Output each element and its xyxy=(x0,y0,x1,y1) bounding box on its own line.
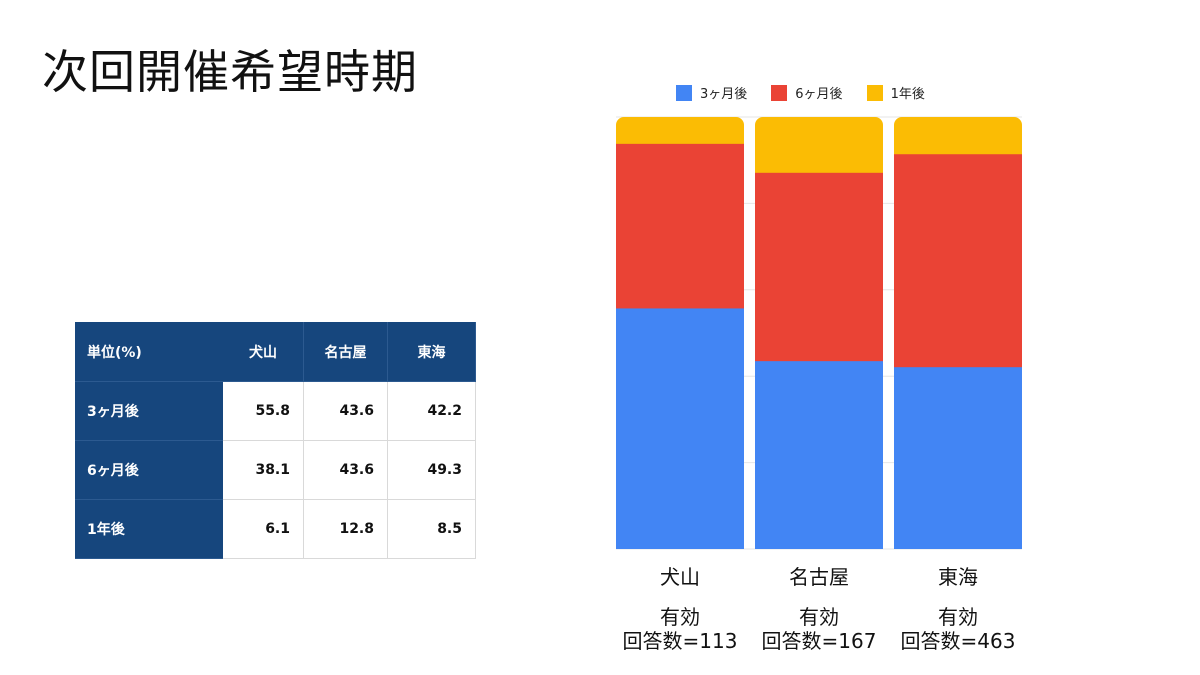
legend-item: 6ヶ月後 xyxy=(771,83,843,102)
bar-segment xyxy=(894,366,1022,549)
category-count: 回答数=167 xyxy=(761,629,877,653)
page-title: 次回開催希望時期 xyxy=(42,45,418,99)
bar-stack xyxy=(755,117,883,549)
category-label: 名古屋 有効 回答数=167 xyxy=(744,565,894,653)
bar-segment xyxy=(894,153,1022,368)
legend-item: 3ヶ月後 xyxy=(676,83,747,102)
category-label: 犬山 有効 回答数=113 xyxy=(605,565,755,653)
category-count: 回答数=463 xyxy=(900,629,1016,653)
chart-legend: 3ヶ月後 6ヶ月後 1年後 xyxy=(676,83,949,102)
bar-stack xyxy=(894,117,1022,549)
table-row: 1年後 6.1 12.8 8.5 xyxy=(75,499,476,559)
table-row: 3ヶ月後 55.8 43.6 42.2 xyxy=(75,381,476,441)
category-name: 犬山 xyxy=(660,565,700,589)
legend-label: 3ヶ月後 xyxy=(700,87,748,102)
legend-swatch xyxy=(771,84,788,101)
table-cell: 43.6 xyxy=(303,381,388,441)
category-name: 東海 xyxy=(938,565,978,589)
table-row: 6ヶ月後 38.1 43.6 49.3 xyxy=(75,440,476,500)
legend-item: 1年後 xyxy=(866,83,925,102)
legend-swatch xyxy=(866,84,883,101)
bar-segment xyxy=(616,143,744,309)
category-name: 名古屋 xyxy=(789,565,849,589)
category-label: 東海 有効 回答数=463 xyxy=(883,565,1033,653)
bar-segment xyxy=(894,117,1022,155)
table-row-label: 3ヶ月後 xyxy=(75,381,223,441)
category-note: 有効 xyxy=(799,605,839,629)
bar-stack xyxy=(616,117,744,549)
legend-label: 1年後 xyxy=(890,87,925,102)
bar-segment xyxy=(755,117,883,173)
bar-segment xyxy=(616,307,744,549)
table-cell: 8.5 xyxy=(387,499,476,559)
table-cell: 43.6 xyxy=(303,440,388,500)
table-cell: 55.8 xyxy=(222,381,304,441)
table-column-header: 東海 xyxy=(387,322,476,382)
table-header-row: 単位(%) 犬山 名古屋 東海 xyxy=(75,322,476,382)
bar-segment xyxy=(755,360,883,549)
category-note: 有効 xyxy=(938,605,978,629)
bar-segment xyxy=(755,172,883,362)
table-cell: 42.2 xyxy=(387,381,476,441)
legend-swatch xyxy=(676,84,692,101)
category-count: 回答数=113 xyxy=(622,629,738,653)
table-corner-label: 単位(%) xyxy=(75,322,223,382)
data-table: 単位(%) 犬山 名古屋 東海 3ヶ月後 55.8 43.6 42.2 6ヶ月後… xyxy=(75,322,476,559)
category-note: 有効 xyxy=(660,605,700,629)
table-column-header: 犬山 xyxy=(222,322,304,382)
legend-label: 6ヶ月後 xyxy=(795,87,843,102)
table-cell: 49.3 xyxy=(387,440,476,500)
table-row-label: 1年後 xyxy=(75,499,223,559)
table-row-label: 6ヶ月後 xyxy=(75,440,223,500)
bar-segment xyxy=(616,117,744,144)
